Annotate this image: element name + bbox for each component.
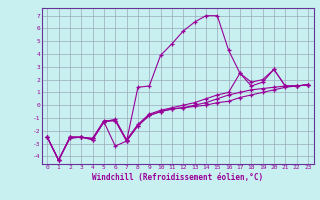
X-axis label: Windchill (Refroidissement éolien,°C): Windchill (Refroidissement éolien,°C) xyxy=(92,173,263,182)
